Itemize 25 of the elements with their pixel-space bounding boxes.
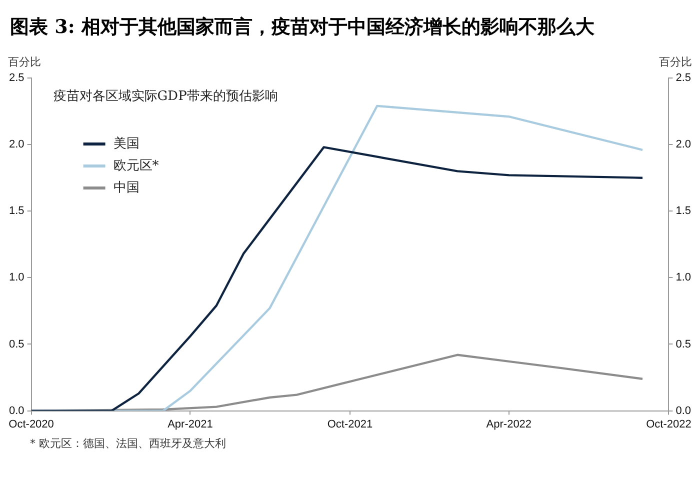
text: 疫苗对各区域实际GDP带来的预估影响 bbox=[53, 88, 278, 104]
y-tick-label: 0.0 bbox=[8, 404, 24, 417]
x-tick-label: Oct-2022 bbox=[646, 418, 692, 430]
legend-label: 中国 bbox=[113, 180, 140, 196]
legend-label: 美国 bbox=[113, 135, 140, 152]
y2-tick-label: 2.5 bbox=[676, 72, 692, 84]
x-tick-label: Apr-2022 bbox=[486, 418, 532, 430]
y-tick-label: 1.0 bbox=[8, 272, 24, 284]
x-tick-label: Apr-2021 bbox=[168, 418, 213, 430]
legend-label: 欧元区* bbox=[113, 158, 160, 174]
y2-tick-label: 0.0 bbox=[676, 404, 692, 417]
y2-tick-label: 2.0 bbox=[676, 138, 692, 151]
y2-axis-title: 百分比 bbox=[659, 55, 692, 68]
y-tick-label: 2.0 bbox=[8, 138, 24, 151]
chart-title: 图表 3: 相对于其他国家而言，疫苗对于中国经济增长的影响不那么大 bbox=[9, 15, 596, 40]
x-tick-label: Oct-2020 bbox=[8, 418, 54, 430]
y2-tick-label: 1.5 bbox=[676, 205, 692, 218]
y2-tick-label: 1.0 bbox=[676, 272, 692, 284]
x-tick-label: Oct-2021 bbox=[327, 418, 373, 430]
y-axis-title: 百分比 bbox=[8, 55, 41, 68]
y-tick-label: 1.5 bbox=[8, 205, 24, 218]
text: * 欧元区：德国、法国、西班牙及意大利 bbox=[29, 436, 227, 451]
y-tick-label: 2.5 bbox=[8, 72, 24, 84]
y2-tick-label: 0.5 bbox=[676, 338, 692, 350]
y-tick-label: 0.5 bbox=[8, 338, 24, 350]
